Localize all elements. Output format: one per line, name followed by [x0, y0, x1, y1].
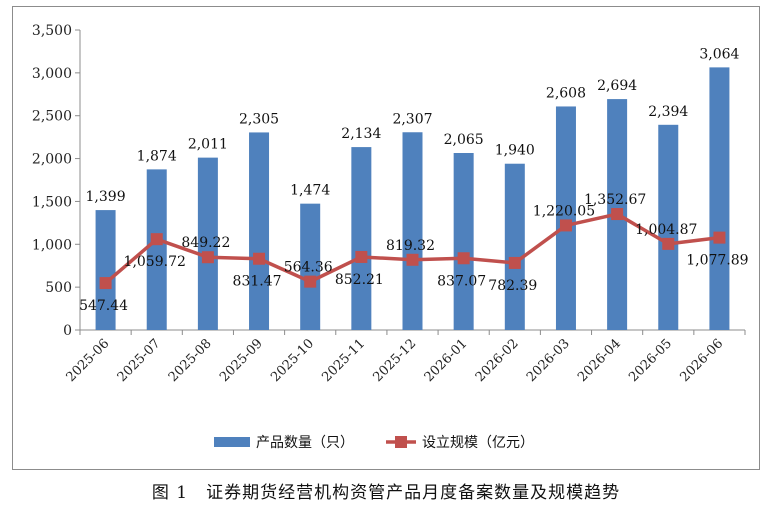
bar-data-label: 2,065	[444, 132, 484, 148]
line-data-label: 831.47	[233, 274, 282, 290]
line-point	[253, 252, 266, 265]
x-tick-label: 2026-05	[626, 336, 675, 385]
line-data-label: 1,077.89	[686, 253, 748, 269]
line-data-label: 852.21	[335, 272, 384, 288]
x-tick-label: 2025-10	[268, 336, 317, 385]
x-tick-label: 2025-12	[371, 336, 420, 385]
line-point	[201, 251, 214, 264]
bar	[658, 124, 679, 330]
bar	[300, 203, 321, 330]
x-tick-label: 2025-06	[64, 336, 113, 385]
bar	[402, 132, 423, 330]
bar-data-label: 2,608	[546, 85, 586, 101]
bar	[249, 132, 270, 330]
x-tick-label: 2026-02	[473, 336, 522, 385]
x-tick-label: 2026-04	[575, 336, 624, 385]
bar	[95, 210, 116, 330]
line-data-label: 564.36	[284, 260, 333, 276]
x-tick-label: 2025-09	[217, 336, 266, 385]
line-point	[611, 208, 624, 221]
line-data-label: 837.07	[437, 273, 486, 289]
legend-swatch-marker	[395, 436, 407, 448]
x-tick-label: 2026-01	[422, 336, 471, 385]
bar-data-label: 2,305	[239, 111, 279, 127]
bar-data-label: 1,474	[290, 183, 330, 199]
line-point	[508, 256, 521, 269]
line-point	[150, 233, 163, 246]
y-tick-label: 500	[45, 280, 72, 296]
x-tick-label: 2026-06	[677, 336, 726, 385]
x-tick-label: 2026-03	[524, 336, 573, 385]
legend-label-bar: 产品数量（只）	[256, 435, 354, 451]
bar	[504, 163, 525, 330]
y-tick-label: 1,000	[32, 237, 72, 253]
line-point	[662, 237, 675, 250]
line-point	[713, 231, 726, 244]
bar-data-label: 2,694	[597, 78, 637, 94]
line-data-label: 1,352.67	[584, 192, 646, 208]
line-data-label: 1,004.87	[635, 222, 697, 238]
chart-legend: 产品数量（只） 设立规模（亿元）	[214, 435, 534, 451]
x-tick-label: 2025-08	[166, 336, 215, 385]
legend-label-line: 设立规模（亿元）	[422, 435, 534, 451]
line-data-label: 849.22	[181, 235, 230, 251]
bar-data-label: 2,134	[341, 126, 381, 142]
data-labels: 1,399 1,874 2,011 2,305 1,474 2,134 2,307 2,065…	[79, 46, 749, 314]
y-tick-label: 2,500	[32, 109, 72, 125]
bar	[453, 153, 474, 330]
y-tick-label: 2,000	[32, 152, 72, 168]
bar	[197, 157, 218, 330]
bar-data-label: 2,307	[392, 111, 432, 127]
line-point	[99, 277, 112, 290]
line-series	[99, 208, 726, 290]
line-point	[304, 275, 317, 288]
x-tick-label: 2025-07	[115, 336, 164, 385]
line-data-label: 782.39	[488, 278, 537, 294]
bar	[555, 106, 576, 330]
bar-data-label: 3,064	[699, 46, 739, 62]
y-tick-label: 0	[63, 323, 72, 339]
bar	[709, 67, 730, 330]
line-data-label: 1,220.05	[533, 203, 595, 219]
bar	[146, 169, 167, 330]
y-tick-label: 3,000	[32, 66, 72, 82]
line-point	[406, 253, 419, 266]
line-point	[355, 250, 368, 263]
bar-data-label: 1,874	[137, 148, 177, 164]
y-tick-label: 3,500	[32, 23, 72, 39]
line-data-label: 819.32	[386, 238, 435, 254]
chart-frame	[12, 6, 760, 470]
line-point	[559, 219, 572, 232]
bar-data-label: 1,399	[86, 189, 126, 205]
line-data-label: 1,059.72	[124, 254, 186, 270]
legend-swatch-bar	[214, 437, 250, 447]
x-tick-label: 2025-11	[319, 336, 368, 385]
y-tick-label: 1,500	[32, 194, 72, 210]
line-point	[457, 252, 470, 265]
combo-chart: 0 500 1,000 1,500 2,000 2,500 3,000 3,500 2025-0…	[32, 23, 749, 451]
line-data-label: 547.44	[79, 298, 128, 314]
bar-data-label: 2,394	[648, 104, 688, 120]
bar-data-label: 1,940	[495, 143, 535, 159]
figure-caption: 图 1 证券期货经营机构资管产品月度备案数量及规模趋势	[151, 483, 621, 503]
bar	[351, 147, 372, 330]
bar-data-label: 2,011	[188, 137, 228, 153]
